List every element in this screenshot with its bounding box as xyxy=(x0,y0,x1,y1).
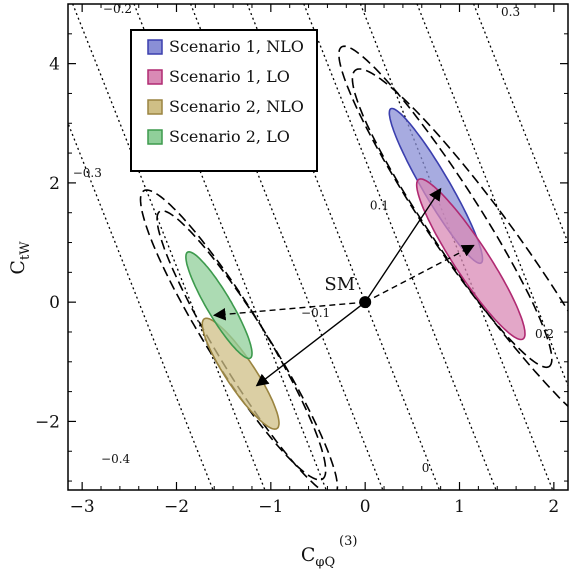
x-axis-label: CφQ xyxy=(301,544,335,570)
contour-line-6 xyxy=(359,4,554,490)
x-tick-label-5: 2 xyxy=(548,497,559,517)
x-tick-label-2: −1 xyxy=(258,497,283,517)
dashed-ellipse-2 xyxy=(139,189,327,481)
legend-swatch-0 xyxy=(147,39,163,55)
contour-line-7 xyxy=(416,4,568,388)
contour-label-1: 0.3 xyxy=(501,5,520,19)
contour-line-0 xyxy=(68,121,214,490)
contour-line-2 xyxy=(133,4,327,490)
axis-ticks: −3 −2 −1 0 1 2 −2 0 2 4 xyxy=(35,3,568,517)
contour-labels: −0.2 0.3 0.1 −0.3 −0.1 0.2 −0.4 0 xyxy=(73,2,554,475)
contour-line-5 xyxy=(303,4,497,490)
contour-label-4: −0.1 xyxy=(301,306,330,320)
region-scenario-2-nlo xyxy=(201,317,280,430)
region-scenario-2-lo xyxy=(185,250,253,360)
y-tick-label-2: 2 xyxy=(49,174,60,194)
scenario-regions xyxy=(185,107,526,430)
contour-label-3: −0.3 xyxy=(73,166,102,180)
region-scenario-1-lo xyxy=(415,178,526,341)
plot-frame xyxy=(67,3,569,491)
arrow-0 xyxy=(364,187,442,303)
arrow-2 xyxy=(364,244,475,303)
x-tick-label-3: 0 xyxy=(360,497,371,517)
contour-label-7: 0 xyxy=(422,461,430,475)
dashed-ellipse-3 xyxy=(156,209,339,490)
sm-label: SM xyxy=(324,274,355,295)
contour-line-4 xyxy=(246,4,441,490)
x-tick-label-0: −3 xyxy=(70,497,95,517)
legend-label-0: Scenario 1, NLO xyxy=(169,37,304,56)
arrow-1 xyxy=(255,301,366,387)
legend-swatch-2 xyxy=(147,99,163,115)
y-axis-label: CtW xyxy=(7,241,33,275)
legend-label-2: Scenario 2, NLO xyxy=(169,97,304,116)
x-axis-label-sup: (3) xyxy=(339,534,357,549)
x-axis-label-sub: φQ xyxy=(315,555,335,570)
contour-line-1 xyxy=(72,4,266,490)
y-axis-label-sub: tW xyxy=(18,241,33,260)
contour-label-0: −0.2 xyxy=(103,2,132,16)
legend-swatch-3 xyxy=(147,129,163,145)
x-tick-label-4: 1 xyxy=(454,497,465,517)
legend-label-3: Scenario 2, LO xyxy=(169,127,290,146)
legend-swatch-1 xyxy=(147,69,163,85)
y-axis-label-main: C xyxy=(7,260,29,275)
contour-label-6: −0.4 xyxy=(101,452,131,466)
plot-border xyxy=(67,3,569,491)
contour-label-5: 0.2 xyxy=(535,327,554,341)
x-tick-label-1: −2 xyxy=(164,497,189,517)
dashed-ellipse-1 xyxy=(351,68,568,408)
contour-label-2: 0.1 xyxy=(370,199,389,213)
y-tick-label-1: 0 xyxy=(49,293,60,313)
sm-point-group: SM xyxy=(324,274,372,309)
shift-arrows xyxy=(212,187,475,387)
contour-line-3 xyxy=(189,4,384,490)
legend-label-1: Scenario 1, LO xyxy=(169,67,290,86)
x-axis-label-main: C xyxy=(301,544,316,566)
y-tick-label-0: −2 xyxy=(35,412,60,432)
legend: Scenario 1, NLO Scenario 1, LO Scenario 2,… xyxy=(130,29,318,172)
arrow-3 xyxy=(212,301,366,321)
confidence-dashed-ellipses xyxy=(139,45,568,490)
sm-point xyxy=(359,296,372,309)
y-tick-label-3: 4 xyxy=(49,55,60,75)
